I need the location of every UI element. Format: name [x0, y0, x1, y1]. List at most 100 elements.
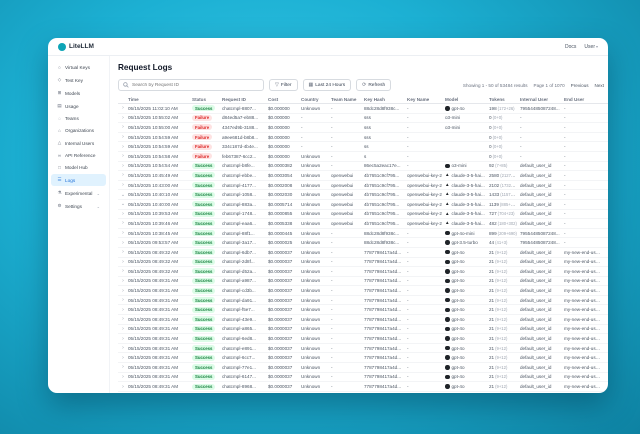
- expand-row-collapsed-icon[interactable]: ›: [122, 335, 124, 342]
- sidebar-item-teams[interactable]: ◌ Teams: [51, 113, 106, 124]
- sidebar-item-models[interactable]: ⊞ Models: [51, 87, 106, 99]
- cell-cost: $0.0000037: [268, 259, 293, 265]
- expand-row-collapsed-icon[interactable]: ›: [122, 306, 124, 313]
- expand-row-collapsed-icon[interactable]: ›: [122, 258, 124, 265]
- table-row[interactable]: › 05/15/2025 10:39:46 AM Success chatcmpl-e…: [118, 219, 608, 229]
- table-row[interactable]: › 05/15/2025 08:49:31 AM Success chatcmpl-c…: [118, 286, 608, 296]
- user-menu[interactable]: User▾: [584, 43, 598, 50]
- expand-row-expanded-icon[interactable]: ⌄: [120, 201, 126, 208]
- cell-internal_user: default_user_id: [520, 364, 552, 370]
- table-row[interactable]: ⌄ 05/15/2025 10:40:10 AM Success chatcmpl-1…: [118, 190, 608, 200]
- table-row[interactable]: › 05/15/2025 08:49:31 AM Success chatcmpl-6…: [118, 334, 608, 344]
- table-row[interactable]: › 05/15/2025 09:53:57 AM Success chatcmpl-3…: [118, 238, 608, 248]
- sidebar-item-virtual-keys[interactable]: ○ Virtual Keys: [51, 62, 106, 73]
- table-row[interactable]: › 05/15/2025 08:49:31 AM Success chatcmpl-7…: [118, 363, 608, 373]
- expand-row-collapsed-icon[interactable]: ›: [122, 162, 124, 169]
- table-row[interactable]: › 05/15/2025 08:49:31 AM Success chatcmpl-a…: [118, 325, 608, 335]
- table-row[interactable]: › 05/15/2025 10:43:00 AM Success chatcmpl-4…: [118, 181, 608, 191]
- expand-row-collapsed-icon[interactable]: ›: [122, 172, 124, 179]
- cell-request_id: chatcmpl-8807...: [222, 105, 256, 111]
- expand-row-collapsed-icon[interactable]: ›: [122, 105, 124, 112]
- expand-row-collapsed-icon[interactable]: ›: [122, 297, 124, 304]
- expand-row-collapsed-icon[interactable]: ›: [122, 230, 124, 237]
- expand-row-collapsed-icon[interactable]: ›: [122, 182, 124, 189]
- sidebar-item-api-reference[interactable]: ∞ API Reference: [51, 150, 106, 161]
- sidebar-item-organizations[interactable]: ⌂ Organizations: [51, 125, 106, 136]
- previous-page-button[interactable]: Previous: [570, 82, 589, 88]
- cell-status: Failure: [192, 134, 222, 141]
- table-row[interactable]: › 05/15/2025 10:54:59 AM Failure a9ee681d-b…: [118, 133, 608, 143]
- expand-row-collapsed-icon[interactable]: ›: [122, 345, 124, 352]
- table-row[interactable]: › 05/15/2025 08:49:32 AM Success chatcmpl-d…: [118, 267, 608, 277]
- expand-row-collapsed-icon[interactable]: ›: [122, 114, 124, 121]
- cell-request_id: chatcmpl-43e9...: [222, 316, 256, 322]
- expand-row-collapsed-icon[interactable]: ›: [122, 287, 124, 294]
- sidebar-item-experimental[interactable]: ⚗ Experimental ⌄: [51, 187, 106, 199]
- sidebar-item-usage[interactable]: ▤ Usage: [51, 100, 106, 112]
- filter-button[interactable]: ▽ Filter: [269, 79, 298, 91]
- search-input[interactable]: [132, 82, 259, 88]
- cell-time: 05/15/2025 08:49:31 AM: [128, 345, 179, 351]
- sidebar-item-model-hub[interactable]: □ Model Hub: [51, 162, 106, 173]
- model-name: gpt-4o: [451, 374, 465, 380]
- cell-status: Success: [192, 249, 222, 256]
- docs-link[interactable]: Docs: [565, 43, 577, 50]
- table-row[interactable]: › 05/15/2025 08:49:31 AM Success chatcmpl-6…: [118, 373, 608, 383]
- cell-internal_user: default_user_id: [520, 316, 552, 322]
- table-row[interactable]: › 05/15/2025 08:49:31 AM Success chatcmpl-d…: [118, 296, 608, 306]
- model-name: gpt-4o: [451, 384, 465, 390]
- table-row[interactable]: › 05/15/2025 10:54:58 AM Failure feb67387-6…: [118, 152, 608, 162]
- table-row[interactable]: › 05/15/2025 08:49:31 AM Success chatcmpl-6…: [118, 353, 608, 364]
- expand-row-collapsed-icon[interactable]: ›: [122, 210, 124, 217]
- expand-row-collapsed-icon[interactable]: ›: [122, 354, 124, 361]
- expand-row-collapsed-icon[interactable]: ›: [122, 134, 124, 141]
- sidebar-item-settings[interactable]: ⚙ Settings ⌄: [51, 200, 106, 212]
- expand-row-collapsed-icon[interactable]: ›: [122, 325, 124, 332]
- table-row[interactable]: › 05/15/2025 10:38:45 AM Success chatcmpl-8…: [118, 229, 608, 239]
- table-row[interactable]: › 05/15/2025 08:49:32 AM Success chatcmpl-6…: [118, 248, 608, 258]
- expand-row-collapsed-icon[interactable]: ›: [122, 249, 124, 256]
- expand-row-collapsed-icon[interactable]: ›: [122, 383, 124, 390]
- expand-row-collapsed-icon[interactable]: ›: [122, 239, 124, 246]
- table-row[interactable]: › 05/15/2025 10:54:54 AM Success chatcmpl-b…: [118, 162, 608, 172]
- expand-row-collapsed-icon[interactable]: ›: [122, 268, 124, 275]
- next-page-button[interactable]: Next: [594, 82, 604, 88]
- table-row[interactable]: › 05/15/2025 10:45:49 AM Success chatcmpl-e…: [118, 171, 608, 181]
- cell-key_name: -: [407, 307, 409, 313]
- table-row[interactable]: › 05/15/2025 10:55:00 AM Failure 4347ed9b-3…: [118, 123, 608, 133]
- sidebar-item-test-key[interactable]: ◇ Test Key: [51, 74, 106, 86]
- cell-time: 05/15/2025 10:40:10 AM: [128, 192, 179, 198]
- expand-row-collapsed-icon[interactable]: ›: [122, 364, 124, 371]
- table-row[interactable]: › 05/15/2025 08:49:31 AM Success chatcmpl-4…: [118, 315, 608, 325]
- table-row[interactable]: › 05/15/2025 10:54:59 AM Failure 334c187d-4…: [118, 142, 608, 152]
- table-row[interactable]: ⌄ 05/15/2025 10:40:00 AM Success chatcmpl-8…: [118, 200, 608, 210]
- cell-key_hash: ss: [364, 144, 369, 150]
- table-row[interactable]: › 05/15/2025 10:39:53 AM Success chatcmpl-1…: [118, 210, 608, 220]
- cell-team: -: [331, 326, 333, 332]
- expand-row-collapsed-icon[interactable]: ›: [122, 153, 124, 160]
- expand-row-collapsed-icon[interactable]: ›: [122, 220, 124, 227]
- refresh-button[interactable]: ⟳ Refresh: [356, 79, 392, 91]
- expand-row-collapsed-icon[interactable]: ›: [122, 373, 124, 380]
- table-row[interactable]: › 05/15/2025 10:55:02 AM Failure d84ed5a7-e…: [118, 114, 608, 124]
- sidebar-item-internal-users[interactable]: △ Internal Users: [51, 137, 106, 149]
- expand-row-expanded-icon[interactable]: ⌄: [120, 191, 126, 198]
- table-row[interactable]: › 05/15/2025 08:49:31 AM Success chatcmpl-a…: [118, 277, 608, 287]
- expand-row-collapsed-icon[interactable]: ›: [122, 277, 124, 284]
- table-row[interactable]: › 05/15/2025 11:02:10 AM Success chatcmpl-8…: [118, 104, 608, 114]
- search-input-wrapper[interactable]: [118, 79, 264, 91]
- table-row[interactable]: ›05/15/2025 08:49:31 AMSuccesschatcmpl-e…: [118, 392, 608, 393]
- cell-internal_user: default_user_id: [520, 288, 552, 294]
- cell-country: Unknown: [301, 355, 321, 361]
- sidebar-item-logs[interactable]: ☰ Logs: [51, 174, 106, 186]
- time-range-button[interactable]: ▦ Last 24 Hours: [302, 79, 352, 91]
- table-row[interactable]: › 05/15/2025 08:49:31 AM Success chatcmpl-f…: [118, 305, 608, 316]
- table-row[interactable]: › 05/15/2025 08:49:32 AM Success chatcmpl-2…: [118, 258, 608, 268]
- brand[interactable]: LiteLLM: [58, 42, 94, 51]
- expand-row-collapsed-icon[interactable]: ›: [122, 124, 124, 131]
- expand-row-collapsed-icon[interactable]: ›: [122, 316, 124, 323]
- expand-row-collapsed-icon[interactable]: ›: [122, 143, 124, 150]
- table-row[interactable]: › 05/15/2025 08:49:31 AM Success chatcmpl-8…: [118, 382, 608, 392]
- cell-end_user: -: [564, 134, 566, 140]
